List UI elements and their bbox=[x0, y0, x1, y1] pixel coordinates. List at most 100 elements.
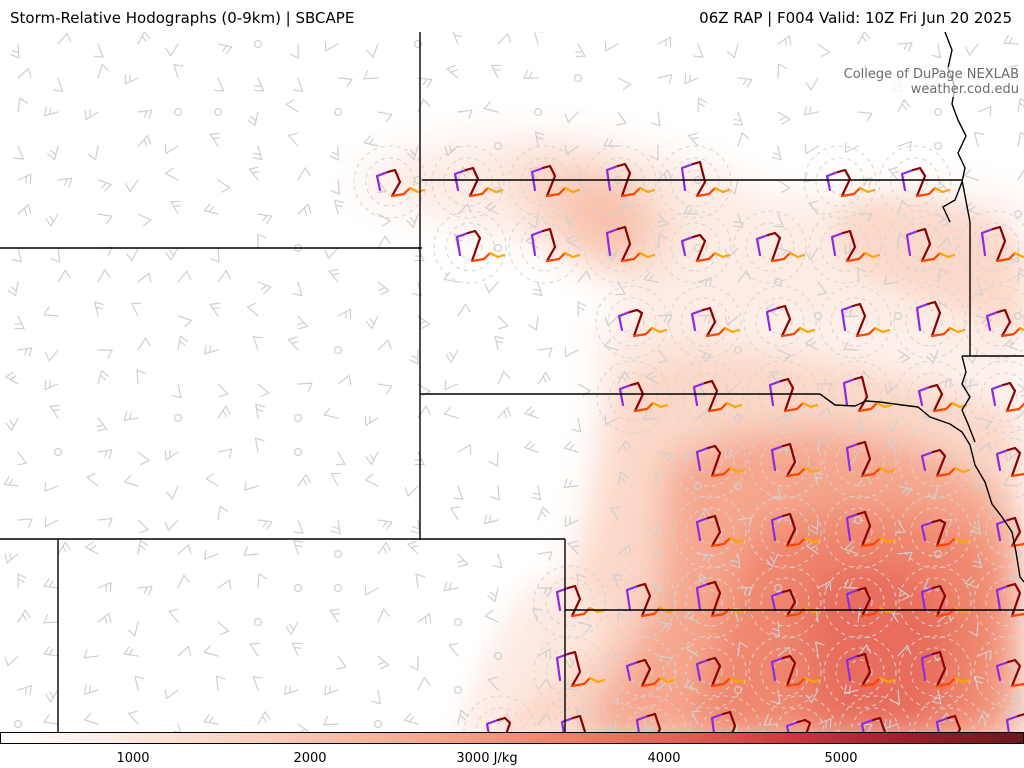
barb-staff bbox=[17, 145, 24, 160]
barb-staff bbox=[657, 111, 661, 127]
barb-flag bbox=[43, 714, 50, 723]
wind-barb bbox=[737, 270, 752, 283]
barb-flag bbox=[657, 359, 668, 364]
hodograph-segment bbox=[853, 375, 869, 413]
wind-barb bbox=[691, 710, 702, 725]
barb-flag bbox=[444, 379, 447, 391]
credit-line-2: weather.cod.edu bbox=[910, 82, 1019, 97]
barb-flag bbox=[469, 444, 472, 455]
barb-staff bbox=[14, 281, 19, 297]
barb-flag bbox=[263, 286, 272, 294]
barb-flag bbox=[14, 327, 25, 330]
barb-staff bbox=[57, 32, 68, 45]
wind-barb bbox=[292, 281, 303, 297]
barb-staff bbox=[165, 451, 179, 461]
barb-staff bbox=[937, 267, 942, 283]
barb-flag bbox=[843, 340, 850, 350]
hodograph-ring-set bbox=[823, 495, 897, 569]
barb-staff bbox=[617, 77, 632, 85]
wind-barb bbox=[1004, 338, 1019, 351]
hodograph-ring bbox=[847, 519, 873, 545]
barb-staff bbox=[817, 281, 828, 294]
barb-staff bbox=[407, 485, 419, 497]
hodograph-ring bbox=[982, 234, 1008, 260]
hodograph-segment bbox=[620, 251, 642, 263]
barb-flag bbox=[569, 516, 571, 525]
barb-flag bbox=[543, 587, 548, 595]
barb-staff bbox=[565, 349, 579, 358]
barb-flag bbox=[24, 686, 28, 695]
hodograph-ring bbox=[748, 495, 822, 569]
barb-flag bbox=[5, 422, 13, 432]
hodograph-segment bbox=[856, 586, 872, 618]
wind-barb bbox=[737, 641, 748, 657]
hodograph bbox=[995, 658, 1024, 688]
barb-flag bbox=[164, 143, 167, 155]
map-title: Storm-Relative Hodographs (0-9km) | SBCA… bbox=[10, 9, 355, 27]
hodograph-segment bbox=[633, 401, 655, 413]
hodograph bbox=[920, 650, 971, 688]
barb-flag bbox=[424, 616, 427, 625]
barb-flag bbox=[819, 437, 828, 444]
barb-flag bbox=[17, 573, 27, 579]
barb-staff bbox=[217, 383, 229, 395]
wind-barb bbox=[897, 233, 908, 249]
hodograph-ring bbox=[627, 589, 653, 615]
barb-flag bbox=[404, 487, 409, 497]
barb-staff bbox=[734, 179, 739, 195]
barb-staff bbox=[524, 447, 539, 453]
hodograph bbox=[845, 510, 896, 548]
barb-staff bbox=[657, 169, 669, 181]
wind-barb bbox=[173, 64, 184, 79]
barb-staff bbox=[377, 542, 387, 555]
barb-flag bbox=[164, 689, 168, 700]
hodograph-segment bbox=[856, 652, 872, 688]
barb-flag bbox=[667, 169, 672, 180]
hodograph-segment bbox=[705, 326, 727, 338]
hodograph-segment bbox=[953, 676, 971, 684]
wind-barb bbox=[773, 583, 783, 593]
wind-barb bbox=[895, 519, 906, 534]
barb-flag bbox=[139, 539, 149, 547]
barb-staff bbox=[1017, 689, 1021, 705]
hodograph bbox=[985, 308, 1024, 338]
wind-barb bbox=[297, 167, 311, 181]
barb-flag bbox=[383, 608, 390, 617]
hodograph-segment bbox=[911, 166, 927, 198]
hodograph-segment bbox=[798, 326, 816, 334]
barb-staff bbox=[657, 451, 673, 455]
wind-barb bbox=[817, 407, 832, 419]
barb-flag bbox=[813, 472, 824, 475]
wind-barb bbox=[697, 314, 713, 324]
wind-barb bbox=[613, 574, 624, 589]
barb-staff bbox=[97, 179, 112, 186]
colorbar-tick-1000: 1000 bbox=[116, 751, 150, 766]
hodograph-ring bbox=[685, 577, 735, 627]
barb-flag bbox=[345, 311, 347, 319]
barb-staff bbox=[977, 649, 992, 657]
wind-barb bbox=[97, 179, 112, 192]
barb-flag bbox=[146, 135, 152, 145]
wind-barb bbox=[365, 315, 379, 330]
barb-flag bbox=[407, 540, 417, 545]
barb-flag bbox=[709, 277, 712, 288]
wind-barb bbox=[1004, 450, 1019, 462]
hodograph-ring bbox=[823, 495, 897, 569]
wind-barb bbox=[323, 715, 339, 726]
barb-staff bbox=[323, 414, 339, 419]
calm-wind-circle bbox=[533, 107, 543, 117]
barb-flag bbox=[1004, 338, 1013, 346]
barb-flag bbox=[779, 116, 787, 121]
barb-flag bbox=[825, 583, 827, 591]
hodograph bbox=[695, 444, 746, 478]
hodograph-ring-set bbox=[898, 495, 972, 569]
wind-barb bbox=[453, 617, 463, 627]
barb-flag bbox=[742, 78, 748, 86]
barb-staff bbox=[83, 655, 99, 659]
barb-staff bbox=[297, 519, 304, 534]
wind-barb bbox=[576, 573, 586, 589]
wind-barb bbox=[773, 213, 784, 228]
barb-staff bbox=[293, 540, 299, 555]
barb-flag bbox=[123, 411, 128, 421]
barb-flag bbox=[169, 449, 172, 458]
